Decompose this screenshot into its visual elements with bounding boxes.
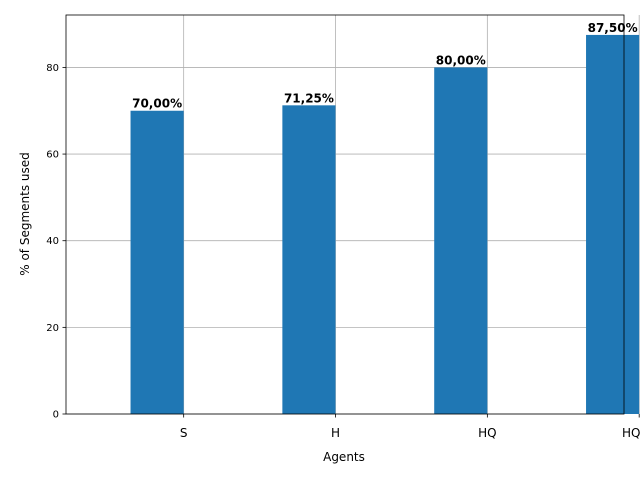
data-label-h: 71,25% bbox=[284, 91, 334, 105]
x-tick-label-s: S bbox=[180, 426, 188, 440]
y-tick-label: 0 bbox=[53, 410, 59, 421]
y-tick-label: 60 bbox=[46, 150, 59, 161]
x-axis-label: Agents bbox=[323, 450, 365, 464]
bar-h bbox=[282, 105, 336, 414]
bar-hqex bbox=[586, 34, 640, 414]
bar-hq bbox=[434, 67, 488, 414]
y-tick-label: 40 bbox=[46, 236, 59, 247]
data-labels: 70,00% 71,25% 80,00% 87,50% bbox=[132, 21, 637, 111]
y-tick-label: 20 bbox=[46, 323, 59, 334]
data-label-hq: 80,00% bbox=[436, 53, 486, 67]
y-axis-label: % of Segments used bbox=[18, 152, 32, 276]
y-tick-label: 80 bbox=[46, 63, 59, 74]
data-label-s: 70,00% bbox=[132, 97, 182, 111]
data-label-hqex: 87,50% bbox=[588, 21, 638, 35]
x-tick-label-h: H bbox=[331, 426, 340, 440]
x-tick-label-hq: HQ bbox=[478, 426, 496, 440]
x-tick-label-hqex: HQEX bbox=[622, 426, 640, 440]
ticks: 0 20 40 60 80 S H HQ HQEX bbox=[46, 63, 640, 440]
bar-s bbox=[130, 110, 184, 414]
plot-frame bbox=[65, 14, 625, 415]
bars bbox=[130, 34, 640, 414]
axes bbox=[65, 14, 625, 415]
